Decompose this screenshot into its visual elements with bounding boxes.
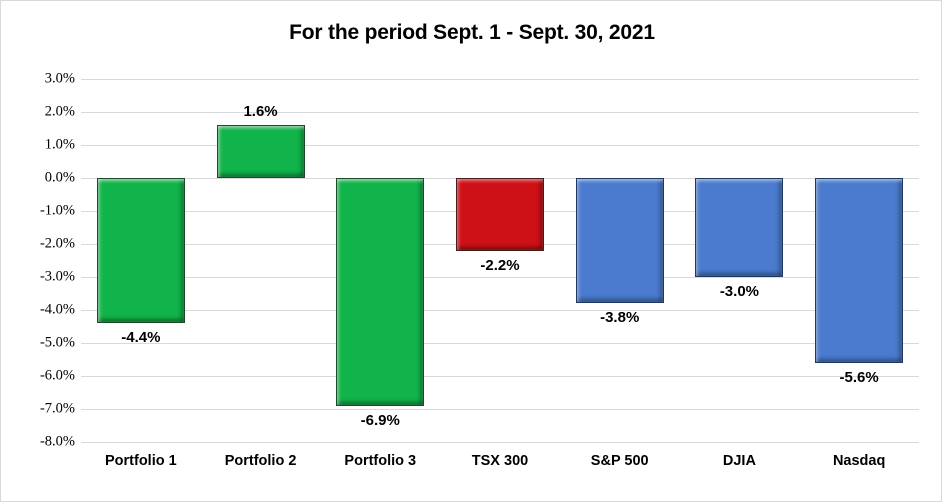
- gridline: [81, 310, 919, 311]
- bar[interactable]: [815, 178, 904, 363]
- bar-slot: -3.8%: [560, 79, 680, 442]
- bar-slot: -3.0%: [680, 79, 800, 442]
- x-axis-category-label: Nasdaq: [832, 453, 886, 469]
- y-axis-tick-label: 0.0%: [44, 169, 75, 186]
- bar-data-label: -3.8%: [600, 309, 640, 327]
- bar-face: [695, 178, 784, 277]
- bar[interactable]: [695, 178, 784, 277]
- gridline: [81, 442, 919, 443]
- bar-slot: -4.4%: [81, 79, 201, 442]
- y-axis-tick-label: 1.0%: [44, 136, 75, 153]
- x-axis-category-label: Portfolio 1: [105, 453, 177, 469]
- y-axis-tick-label: -7.0%: [39, 400, 75, 417]
- bar-slot: -2.2%: [440, 79, 560, 442]
- y-axis-tick-label: -5.0%: [39, 334, 75, 351]
- chart-title: For the period Sept. 1 - Sept. 30, 2021: [289, 21, 655, 44]
- y-axis-tick-label: -8.0%: [39, 433, 75, 450]
- bar-data-label: 1.6%: [243, 103, 278, 121]
- bar[interactable]: [336, 178, 425, 406]
- bar-data-label: -6.9%: [360, 411, 400, 429]
- gridline: [81, 343, 919, 344]
- x-axis-category-label: Portfolio 2: [224, 453, 297, 469]
- bar-face: [575, 178, 664, 304]
- bar-series: -4.4% 1.6% -6.9% -2.2% -3.8% -3.0% -5.6%: [81, 79, 919, 442]
- bar-data-label: -3.0%: [719, 283, 759, 300]
- gridline: [81, 277, 919, 278]
- bar-data-label: -5.6%: [839, 368, 879, 386]
- y-axis-tick-label: 3.0%: [44, 70, 75, 87]
- bar-face: [216, 125, 305, 178]
- bar-data-label: -4.4%: [121, 329, 161, 347]
- gridline: [81, 145, 919, 146]
- y-axis-tick-label: -6.0%: [39, 367, 75, 384]
- bar-face: [815, 178, 904, 363]
- y-axis-tick-label: -3.0%: [39, 268, 75, 285]
- x-axis-category-label: DJIA: [722, 453, 756, 469]
- bar-slot: 1.6%: [201, 79, 321, 442]
- y-axis-labels: 3.0% 2.0% 1.0% 0.0% -1.0% -2.0% -3.0% -4.0% -5.0…: [1, 71, 75, 450]
- x-axis-category-label: Portfolio 3: [344, 453, 417, 469]
- bar[interactable]: [216, 125, 305, 178]
- bar-slot: -5.6%: [799, 79, 919, 442]
- y-axis-tick-label: -2.0%: [39, 235, 75, 252]
- bar-data-label: -2.2%: [480, 256, 520, 274]
- bar-face: [336, 178, 425, 406]
- bar-face: [96, 178, 185, 324]
- x-axis-category-label: S&P 500: [590, 453, 649, 469]
- bar[interactable]: [96, 178, 185, 324]
- bar-face: [455, 178, 544, 251]
- gridline: [81, 409, 919, 410]
- x-axis-labels: Portfolio 1 Portfolio 2 Portfolio 3 TSX 300…: [81, 453, 919, 481]
- y-axis-tick-label: -4.0%: [39, 301, 75, 318]
- y-axis-tick-label: -1.0%: [39, 202, 75, 219]
- gridline: [81, 79, 919, 80]
- gridline: [81, 376, 919, 377]
- bar[interactable]: [575, 178, 664, 304]
- x-axis-category-label: TSX 300: [471, 453, 529, 469]
- bar-slot: -6.9%: [320, 79, 440, 442]
- y-axis-tick-label: 2.0%: [44, 103, 75, 120]
- gridline: [81, 112, 919, 113]
- bar[interactable]: [455, 178, 544, 251]
